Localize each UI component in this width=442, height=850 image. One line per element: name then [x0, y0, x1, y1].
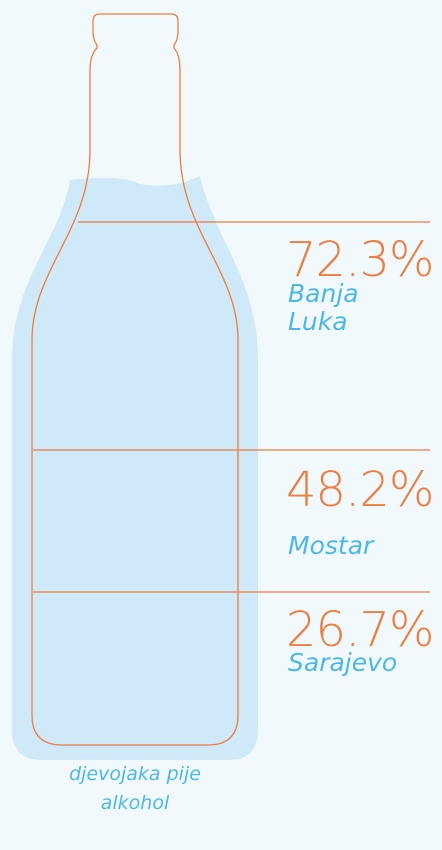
- bottle-graphic: [0, 0, 442, 850]
- caption: djevojaka pije alkohol: [55, 760, 215, 817]
- page: {"items": [ {"value": "72.3%", "city": "…: [0, 0, 442, 850]
- percent-label: 26.7%: [286, 606, 433, 654]
- percent-label: 72.3%: [286, 236, 433, 284]
- city-label: Mostar: [288, 532, 398, 560]
- city-label: Sarajevo: [288, 649, 398, 677]
- percent-label: 48.2%: [286, 466, 433, 514]
- city-label: Banja Luka: [288, 280, 398, 335]
- liquid: [12, 176, 258, 760]
